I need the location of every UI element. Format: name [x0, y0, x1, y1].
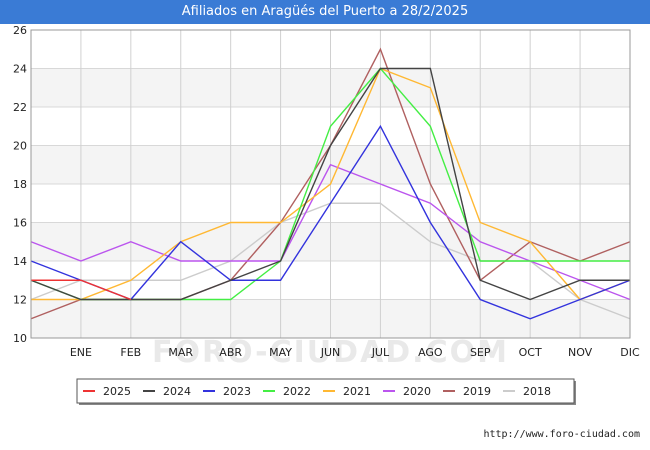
legend-label-2023: 2023 — [223, 385, 251, 398]
legend-label-2020: 2020 — [403, 385, 431, 398]
series-line-2025 — [31, 279, 132, 301]
y-tick-label: 14 — [13, 255, 27, 268]
legend-label-2022: 2022 — [283, 385, 311, 398]
legend-label-2019: 2019 — [463, 385, 491, 398]
legend-label-2021: 2021 — [343, 385, 371, 398]
y-axis-ticks: 10 12 14 16 18 20 22 24 26 — [13, 24, 27, 345]
x-tick-label: SEP — [470, 346, 491, 359]
y-tick-label: 24 — [13, 63, 27, 76]
y-tick-label: 22 — [13, 101, 27, 114]
y-tick-label: 26 — [13, 24, 27, 37]
source-url: http://www.foro-ciudad.com — [483, 429, 640, 440]
y-tick-label: 20 — [13, 140, 27, 153]
x-tick-label: JUL — [371, 346, 390, 359]
legend: 2025 2024 2023 2022 2021 2020 2019 2018 — [76, 378, 576, 405]
legend-label-2024: 2024 — [163, 385, 191, 398]
y-tick-label: 16 — [13, 217, 27, 230]
legend-label-2025: 2025 — [103, 385, 131, 398]
plot-border — [30, 29, 631, 339]
chart-title: Afiliados en Aragüés del Puerto a 28/2/2… — [0, 0, 650, 24]
x-tick-label: JUN — [320, 346, 341, 359]
y-tick-label: 10 — [13, 332, 27, 345]
x-tick-label: OCT — [519, 346, 542, 359]
series-line-2021 — [31, 67, 631, 301]
x-tick-label: NOV — [568, 346, 593, 359]
x-axis-ticks: ENE FEB MAR ABR MAY JUN JUL AGO SEP OCT NOV DIC — [70, 346, 640, 359]
x-tick-label: MAR — [168, 346, 193, 359]
x-tick-label: DIC — [620, 346, 640, 359]
legend-label-2018: 2018 — [523, 385, 551, 398]
y-tick-label: 18 — [13, 178, 27, 191]
x-tick-label: ABR — [219, 346, 242, 359]
x-tick-label: FEB — [120, 346, 141, 359]
y-tick-label: 12 — [13, 294, 27, 307]
x-tick-label: MAY — [269, 346, 292, 359]
x-tick-label: ENE — [70, 346, 92, 359]
x-tick-label: AGO — [418, 346, 443, 359]
series-lines — [30, 47, 631, 320]
watermark: FORO-CIUDAD.COM — [152, 335, 509, 370]
